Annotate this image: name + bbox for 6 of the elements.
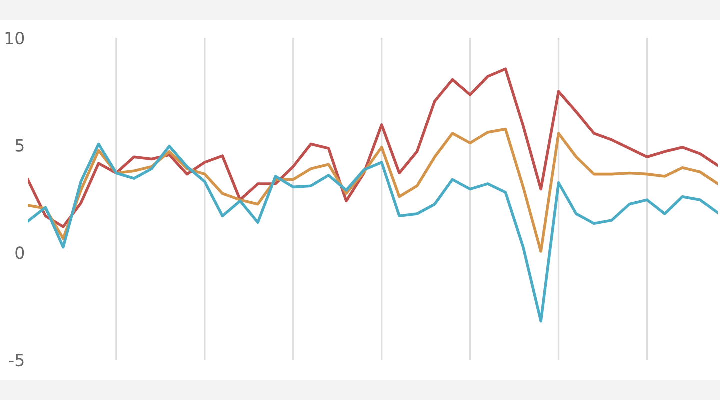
y-tick-label: 5 bbox=[16, 140, 24, 152]
line-series bbox=[28, 68, 718, 228]
y-tick-label: 10 bbox=[6, 32, 24, 45]
y-tick-label: -5 bbox=[9, 354, 24, 367]
y-tick-label: 0 bbox=[16, 246, 24, 260]
line-series bbox=[28, 142, 718, 323]
